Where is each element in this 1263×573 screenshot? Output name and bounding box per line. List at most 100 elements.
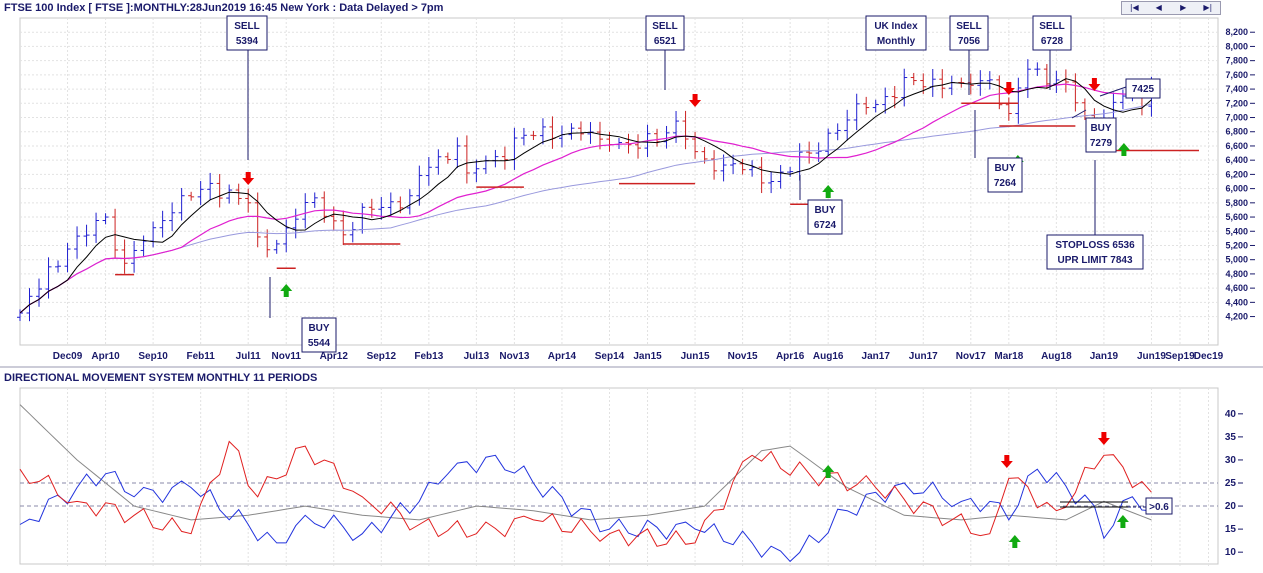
price-bar bbox=[739, 158, 746, 175]
price-panel-frame bbox=[19, 17, 1219, 346]
annotation-text: UPR LIMIT 7843 bbox=[1057, 255, 1132, 266]
annotation-frame bbox=[807, 199, 843, 235]
price-bar bbox=[901, 68, 908, 107]
price-bar bbox=[264, 229, 271, 258]
price-bar bbox=[520, 127, 527, 146]
x-tick-label: Aug18 bbox=[1041, 351, 1072, 362]
price-y-tick-label: 6,600 bbox=[1225, 141, 1248, 151]
annotation-text: BUY bbox=[994, 163, 1015, 174]
dmi-y-tick-label: 35 bbox=[1225, 432, 1237, 443]
annotation-leader bbox=[1071, 109, 1087, 119]
x-tick-label: Mar18 bbox=[994, 351, 1023, 362]
price-bar bbox=[235, 183, 242, 205]
dmi-buy-arrow-shaft bbox=[1012, 541, 1018, 548]
price-bar bbox=[207, 172, 214, 200]
annotation-box: BUY 6724 bbox=[799, 175, 843, 235]
dmi-line-adx bbox=[19, 404, 1152, 521]
annotation-box: BUY 7279 bbox=[1071, 109, 1117, 153]
annotation-text: 6521 bbox=[654, 36, 677, 47]
x-tick-label: Nov11 bbox=[271, 351, 301, 362]
price-bar bbox=[1024, 59, 1031, 98]
price-y-tick-label: 6,000 bbox=[1225, 184, 1248, 194]
annotation-frame bbox=[865, 15, 927, 51]
nav-last-button[interactable]: ▶| bbox=[1203, 3, 1213, 12]
dmi-signal-frame bbox=[1145, 497, 1173, 515]
annotation-frame bbox=[301, 317, 337, 353]
nav-prev-button[interactable]: ◀ bbox=[1155, 3, 1162, 12]
dmi-buy-arrow bbox=[822, 465, 835, 478]
price-bar bbox=[340, 210, 347, 246]
price-bar bbox=[530, 130, 537, 141]
price-y-tick-label: 5,200 bbox=[1225, 240, 1248, 250]
dmi-buy-arrow-head bbox=[822, 465, 835, 472]
price-bar bbox=[825, 128, 832, 156]
annotation-text: STOPLOSS 6536 bbox=[1055, 240, 1135, 251]
annotation-box: UK Index Monthly bbox=[865, 15, 927, 51]
price-bar bbox=[302, 193, 309, 229]
buy-arrow-shaft bbox=[283, 290, 289, 297]
sell-arrow bbox=[689, 94, 702, 107]
price-y-tick-label: 5,000 bbox=[1225, 255, 1248, 265]
annotation-text: Monthly bbox=[877, 36, 916, 47]
price-bar bbox=[55, 260, 62, 273]
x-tick-label: Sep14 bbox=[595, 351, 625, 362]
price-bar bbox=[454, 137, 461, 169]
price-bar bbox=[939, 69, 946, 99]
dmi-buy-arrow-shaft bbox=[1120, 521, 1126, 528]
nav-next-button[interactable]: ▶ bbox=[1180, 3, 1187, 12]
price-bar bbox=[93, 212, 100, 243]
price-bar bbox=[112, 208, 119, 259]
annotation-text: 6724 bbox=[814, 220, 837, 231]
dmi-line-dmi_plus bbox=[19, 454, 1152, 563]
annotation-box: SELL 5394 bbox=[226, 15, 268, 160]
price-bar bbox=[273, 239, 280, 254]
annotation-box: SELL 6728 bbox=[1032, 15, 1072, 90]
sell-arrow-shaft bbox=[692, 94, 698, 101]
annotation-box: SELL 7056 bbox=[949, 15, 989, 95]
price-bar bbox=[178, 187, 185, 221]
price-bar bbox=[197, 180, 204, 206]
x-tick-label: Jan17 bbox=[862, 351, 891, 362]
annotation-text: SELL bbox=[234, 21, 260, 32]
price-y-tick-label: 8,200 bbox=[1225, 27, 1248, 37]
price-y-tick-label: 5,800 bbox=[1225, 198, 1248, 208]
annotation-frame bbox=[1125, 78, 1161, 99]
dmi-buy-arrow-head bbox=[1116, 515, 1129, 522]
price-bar bbox=[720, 154, 727, 182]
price-bar bbox=[159, 210, 166, 238]
annotation-frame bbox=[1085, 117, 1117, 153]
dmi-signal-text: >0.6 bbox=[1149, 502, 1169, 513]
price-bar bbox=[102, 213, 109, 225]
annotation-text: SELL bbox=[956, 21, 982, 32]
price-bar bbox=[539, 118, 546, 145]
nav-first-button[interactable]: |◀ bbox=[1129, 3, 1139, 12]
price-bar bbox=[387, 192, 394, 217]
price-bar bbox=[226, 184, 233, 204]
price-y-tick-label: 8,000 bbox=[1225, 41, 1248, 51]
dmi-sell-arrow-shaft bbox=[1101, 432, 1107, 439]
price-y-tick-label: 7,200 bbox=[1225, 98, 1248, 108]
price-bar bbox=[1119, 89, 1126, 109]
price-bar bbox=[872, 99, 879, 113]
dmi-sell-arrow-shaft bbox=[1004, 455, 1010, 462]
x-tick-label: Apr16 bbox=[776, 351, 805, 362]
price-bar bbox=[463, 135, 470, 184]
annotation-box: BUY 5544 bbox=[269, 277, 337, 353]
dmi-buy-arrow bbox=[1116, 515, 1129, 528]
dmi-y-tick-label: 10 bbox=[1225, 547, 1237, 558]
price-y-axis: 4,200 4,400 4,600 4,800 5,000 5,200 5,400 5,600… bbox=[20, 27, 1255, 322]
dmi-panel-frame bbox=[19, 387, 1219, 565]
x-tick-label: Feb13 bbox=[414, 351, 443, 362]
annotation-leader bbox=[1099, 86, 1127, 97]
dmi-y-tick-label: 25 bbox=[1225, 478, 1237, 489]
price-bar bbox=[473, 159, 480, 183]
price-bar bbox=[188, 191, 195, 201]
price-bar bbox=[349, 221, 356, 243]
annotation-text: SELL bbox=[1039, 21, 1065, 32]
x-tick-label: Jun15 bbox=[681, 351, 710, 362]
price-bar bbox=[1072, 73, 1079, 112]
price-bar bbox=[74, 226, 81, 259]
price-bar bbox=[910, 72, 917, 86]
x-tick-label: Sep10 bbox=[138, 351, 168, 362]
